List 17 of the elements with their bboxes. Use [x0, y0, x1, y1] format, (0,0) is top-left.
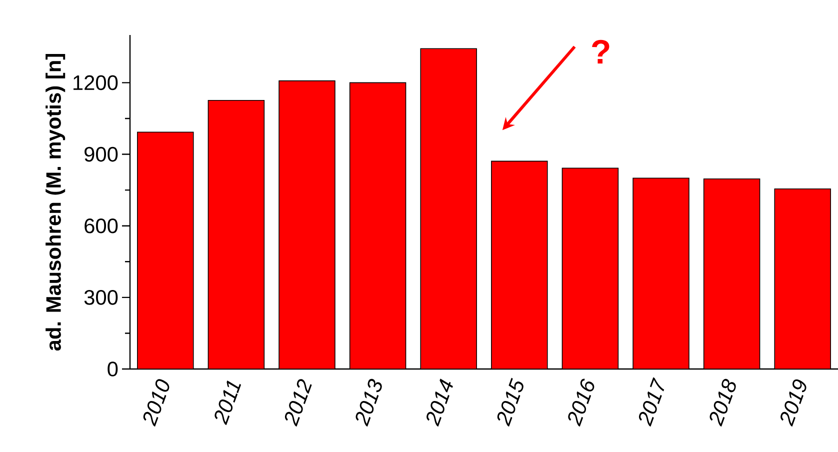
y-axis-title: ad. Mausohren (M. myotis) [n] — [46, 54, 66, 351]
x-tick-label: 2017 — [638, 377, 664, 427]
x-tick-label: 2018 — [710, 378, 736, 427]
x-tick-label: 2015 — [497, 378, 524, 427]
x-tick-label: 2019 — [780, 379, 806, 427]
y-tick-label: 0 — [108, 362, 118, 376]
x-tick-label: 2010 — [143, 379, 170, 427]
annotation: ? — [592, 40, 610, 64]
y-tick-label: 600 — [84, 218, 118, 234]
y-tick-label: 300 — [84, 290, 118, 305]
x-tick-label: 2014 — [426, 378, 453, 427]
x-tick-label: 2013 — [356, 378, 382, 427]
x-tick-label: 2012 — [284, 379, 312, 427]
y-tick-label: 900 — [84, 146, 118, 162]
y-tick-label: 1200 — [74, 75, 118, 90]
x-tick-label: 2011 — [214, 380, 242, 426]
x-tick-label: 2016 — [568, 378, 594, 427]
